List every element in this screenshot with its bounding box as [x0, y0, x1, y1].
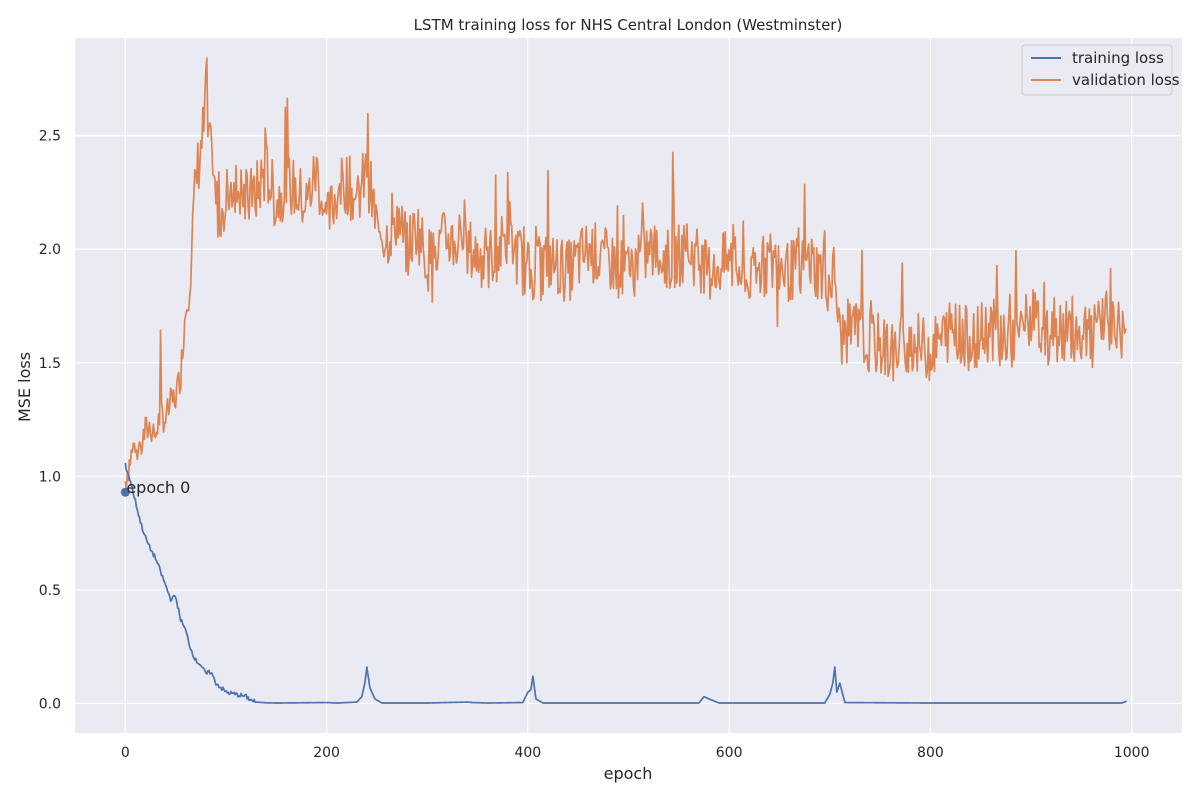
y-tick-label: 0.5 [39, 583, 61, 599]
x-tick-label: 600 [716, 745, 743, 761]
x-tick-label: 400 [514, 745, 541, 761]
x-tick-labels: 0 200 400 600 800 1000 [121, 745, 1150, 761]
chart-title: LSTM training loss for NHS Central Londo… [414, 16, 843, 34]
y-tick-label: 2.5 [39, 129, 61, 145]
legend-label-validation: validation loss [1072, 71, 1180, 89]
y-tick-label: 1.0 [39, 469, 61, 485]
grid-lines [75, 38, 1182, 733]
x-tick-label: 200 [313, 745, 340, 761]
y-tick-label: 0.0 [39, 696, 61, 712]
y-tick-label: 2.0 [39, 242, 61, 258]
series-lines [124, 57, 1127, 704]
legend: training loss validation loss [1021, 44, 1180, 96]
annotation-marker [120, 487, 130, 497]
y-axis-label: MSE loss [15, 352, 34, 422]
y-tick-label: 1.5 [39, 356, 61, 372]
annotation-group: epoch 0 [120, 478, 190, 497]
plot-area [75, 38, 1182, 733]
y-tick-labels: 0.0 0.5 1.0 1.5 2.0 2.5 [39, 129, 61, 713]
legend-label-training: training loss [1072, 49, 1164, 67]
x-tick-label: 1000 [1114, 745, 1150, 761]
series-validation-loss [124, 57, 1127, 490]
x-axis-label: epoch [604, 764, 653, 783]
annotation-label: epoch 0 [126, 478, 190, 497]
x-tick-label: 800 [917, 745, 944, 761]
series-training-loss [124, 462, 1127, 704]
x-tick-label: 0 [121, 745, 130, 761]
